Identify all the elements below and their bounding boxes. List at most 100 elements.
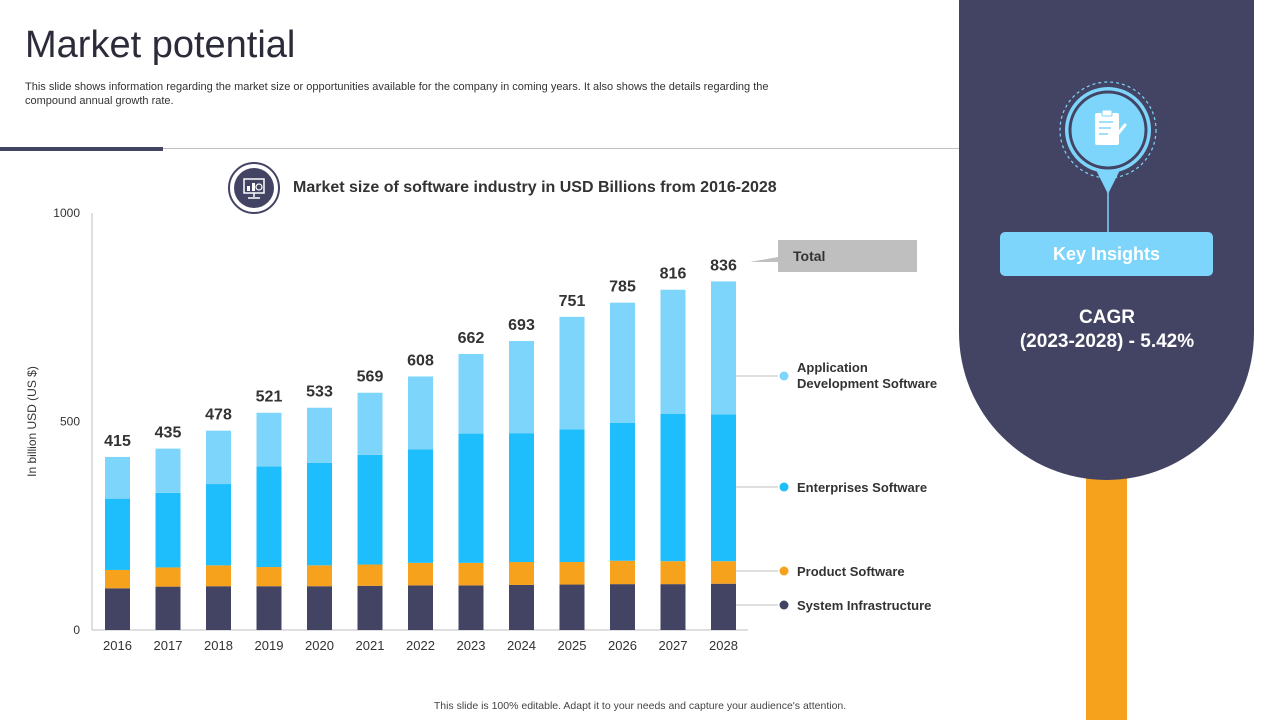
- bar-segment-application-development-software: [105, 456, 130, 499]
- legend-marker: [779, 371, 789, 381]
- x-tick-label: 2019: [255, 638, 284, 653]
- bar-segment-enterprises-software: [610, 422, 635, 561]
- clipboard-icon: [1059, 81, 1157, 234]
- legend-marker: [779, 600, 789, 610]
- bar-segment-enterprises-software: [105, 498, 130, 570]
- bar-segment-application-development-software: [155, 448, 181, 493]
- legend-marker: [779, 482, 789, 492]
- total-data-label: 533: [306, 384, 333, 401]
- bar-segment-system-infrastructure: [256, 586, 282, 630]
- bar-segment-product-software: [610, 560, 635, 585]
- bar-segment-enterprises-software: [206, 484, 231, 566]
- total-data-label: 785: [609, 279, 636, 296]
- divider: [0, 148, 960, 149]
- bar-segment-product-software: [660, 561, 686, 585]
- bar-segment-product-software: [206, 565, 231, 587]
- bar-segment-system-infrastructure: [458, 585, 484, 630]
- bar-segment-product-software: [458, 562, 484, 586]
- y-tick-label: 0: [73, 623, 80, 637]
- total-callout: [750, 240, 917, 272]
- bar-segment-enterprises-software: [458, 433, 484, 563]
- x-tick-label: 2017: [154, 638, 183, 653]
- bar-segment-system-infrastructure: [307, 586, 332, 630]
- x-tick-label: 2024: [507, 638, 536, 653]
- x-tick-label: 2027: [659, 638, 688, 653]
- bar-segment-application-development-software: [256, 412, 282, 467]
- bar-segment-enterprises-software: [256, 466, 282, 568]
- legend-label: Application Development Software: [797, 360, 937, 391]
- cagr-block: CAGR (2023-2028) - 5.42%: [960, 306, 1254, 354]
- bar-segment-system-infrastructure: [660, 584, 686, 630]
- bar-segment-product-software: [155, 567, 181, 587]
- y-tick-label: 500: [60, 415, 80, 429]
- page-title: Market potential: [25, 24, 296, 66]
- cagr-value: (2023-2028) - 5.42%: [1019, 331, 1195, 352]
- total-data-label: 569: [357, 369, 384, 386]
- x-tick-label: 2026: [608, 638, 637, 653]
- bar-segment-system-infrastructure: [357, 585, 383, 630]
- bar-segment-enterprises-software: [408, 449, 433, 563]
- bar-segment-system-infrastructure: [206, 586, 231, 630]
- bar-segment-system-infrastructure: [559, 584, 585, 630]
- bar-segment-application-development-software: [408, 376, 433, 450]
- footer-note: This slide is 100% editable. Adapt it to…: [433, 700, 847, 712]
- bar-segment-enterprises-software: [509, 433, 534, 563]
- total-data-label: 836: [710, 257, 737, 274]
- bar-segment-application-development-software: [307, 407, 332, 463]
- total-data-label: 435: [155, 425, 182, 442]
- page-subtitle: This slide shows information regarding t…: [25, 81, 769, 107]
- bar-segment-system-infrastructure: [509, 584, 534, 630]
- x-tick-label: 2020: [305, 638, 334, 653]
- bar-segment-application-development-software: [206, 430, 231, 485]
- x-tick-label: 2016: [103, 638, 132, 653]
- legend-label: Enterprises Software: [797, 480, 927, 495]
- cagr-label: CAGR: [1079, 307, 1135, 328]
- bar-segment-system-infrastructure: [155, 586, 181, 630]
- total-data-label: 662: [458, 330, 485, 347]
- bar-segment-product-software: [307, 565, 332, 587]
- x-tick-label: 2023: [457, 638, 486, 653]
- bar-segment-application-development-software: [509, 341, 534, 434]
- x-tick-label: 2025: [558, 638, 587, 653]
- bar-segment-product-software: [256, 567, 282, 587]
- total-data-label: 693: [508, 317, 535, 334]
- bar-segment-system-infrastructure: [408, 585, 433, 630]
- bar-segment-enterprises-software: [660, 413, 686, 562]
- total-callout-label: Total: [793, 248, 825, 264]
- bar-segment-enterprises-software: [307, 462, 332, 566]
- bar-segment-enterprises-software: [559, 429, 585, 563]
- bar-segment-application-development-software: [357, 392, 383, 455]
- legend-label: Product Software: [797, 564, 905, 579]
- total-data-label: 608: [407, 352, 434, 369]
- bar-segment-product-software: [357, 564, 383, 586]
- bar-segment-enterprises-software: [155, 492, 181, 568]
- total-data-label: 816: [660, 266, 687, 283]
- bar-segment-system-infrastructure: [105, 588, 130, 630]
- y-axis-title: In billion USD (US $): [25, 366, 39, 477]
- bar-segment-system-infrastructure: [711, 583, 736, 630]
- bar-segment-application-development-software: [559, 316, 585, 430]
- bar-segment-system-infrastructure: [610, 584, 635, 630]
- total-data-label: 521: [256, 389, 283, 406]
- divider-accent: [0, 147, 163, 151]
- bar-segment-product-software: [711, 561, 736, 584]
- x-tick-label: 2022: [406, 638, 435, 653]
- y-tick-label: 1000: [53, 206, 80, 220]
- bar-segment-application-development-software: [711, 281, 736, 415]
- total-data-label: 751: [559, 293, 586, 310]
- x-tick-label: 2028: [709, 638, 738, 653]
- x-tick-label: 2021: [356, 638, 385, 653]
- chart-title: Market size of software industry in USD …: [293, 179, 777, 196]
- x-tick-label: 2018: [204, 638, 233, 653]
- bar-segment-application-development-software: [610, 302, 635, 423]
- bar-segment-enterprises-software: [357, 454, 383, 565]
- bar-segment-product-software: [105, 569, 130, 589]
- legend-label: System Infrastructure: [797, 598, 931, 613]
- total-data-label: 478: [205, 407, 232, 424]
- legend-marker: [779, 566, 789, 576]
- bar-segment-application-development-software: [458, 353, 484, 434]
- stacked-bar-chart: 0 500 1000 In billion USD (US $) 415 2016 435 2…: [25, 206, 937, 653]
- key-insights-badge: Key Insights: [1000, 232, 1213, 276]
- chart-presentation-icon: [228, 162, 280, 214]
- decorative-orange-bar: [1086, 460, 1127, 720]
